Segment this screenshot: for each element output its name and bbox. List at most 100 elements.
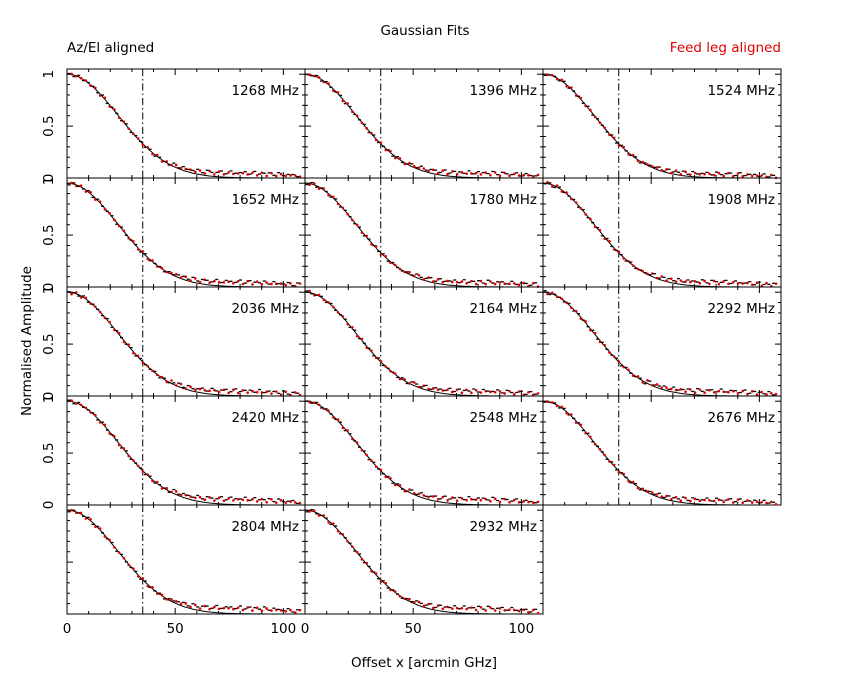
feed-leg-point [531, 608, 535, 612]
feed-leg-point [722, 174, 725, 178]
feed-leg-point [446, 388, 449, 392]
feed-leg-point [498, 281, 502, 284]
feed-leg-point [170, 271, 173, 275]
legend-az-el: Az/El aligned [67, 40, 154, 56]
feed-leg-point [750, 174, 754, 178]
feed-leg-point [717, 498, 721, 501]
feed-leg-point [760, 390, 764, 394]
feed-leg-point [489, 280, 492, 283]
feed-leg-point [179, 493, 183, 497]
feed-leg-point [351, 437, 354, 441]
feed-leg-point [646, 272, 649, 276]
feed-leg-point [122, 120, 126, 124]
feed-leg-point [769, 500, 773, 504]
feed-leg-point [660, 275, 664, 278]
feed-leg-point [265, 607, 269, 610]
feed-leg-point [232, 172, 235, 176]
feed-leg-point [274, 501, 278, 504]
feed-leg-point [436, 388, 440, 392]
feed-leg-point [341, 206, 345, 210]
feed-leg-point [89, 302, 92, 305]
feed-leg-point [117, 551, 121, 554]
feed-leg-point [622, 257, 626, 260]
feed-leg-point [760, 500, 764, 504]
feed-leg-point [70, 72, 73, 76]
feed-leg-point [75, 291, 78, 294]
feed-leg-point [636, 159, 640, 163]
y-axis-label: Normalised Amplitude [19, 266, 35, 416]
feed-leg-point [213, 279, 216, 283]
feed-leg-point [189, 168, 192, 171]
feed-leg-point [522, 500, 526, 503]
feed-leg-point [79, 511, 83, 515]
feed-leg-point [379, 141, 383, 145]
feed-leg-point [246, 173, 249, 176]
feed-leg-point [122, 556, 126, 560]
feed-leg-point [612, 136, 616, 140]
feed-leg-point [465, 172, 468, 176]
feed-leg-point [617, 144, 621, 147]
feed-leg-point [441, 607, 445, 611]
feed-leg-point [132, 351, 135, 355]
feed-leg-point [365, 346, 368, 349]
feed-leg-point [346, 102, 349, 105]
feed-leg-point [746, 281, 749, 285]
feed-leg-point [493, 282, 497, 286]
feed-leg-point [460, 496, 464, 500]
feed-leg-point [622, 365, 626, 369]
feed-leg-point [255, 390, 259, 394]
panel-frequency-label: 1268 MHz [231, 83, 299, 99]
feed-leg-point [603, 126, 606, 129]
feed-leg-point [332, 89, 335, 92]
panel-9: 2292 MHz [542, 286, 782, 397]
panel-10: 2420 MHz 0 0.5 1 [41, 395, 306, 509]
feed-leg-point [374, 245, 378, 248]
feed-leg-point [308, 400, 311, 404]
feed-leg-point [246, 279, 249, 283]
feed-leg-point [151, 259, 154, 262]
feed-leg-point [317, 187, 321, 190]
feed-leg-point [465, 607, 468, 611]
feed-leg-point [84, 190, 88, 193]
feed-leg-point [441, 280, 445, 284]
feed-leg-point [141, 470, 145, 473]
feed-leg-point [332, 195, 335, 199]
feed-leg-point [736, 498, 740, 501]
feed-leg-point [351, 326, 354, 329]
feed-leg-point [222, 499, 226, 503]
feed-leg-point [284, 174, 288, 178]
feed-leg-point [98, 527, 102, 530]
feed-leg-point [603, 343, 606, 347]
feed-leg-point [270, 498, 273, 501]
feed-leg-point [222, 173, 226, 176]
feed-leg-point [198, 169, 202, 172]
feed-leg-point [360, 121, 364, 125]
feed-leg-point [103, 316, 107, 320]
feed-leg-point [536, 392, 540, 395]
feed-leg-point [717, 389, 721, 393]
feed-leg-point [736, 282, 740, 285]
feed-leg-point [403, 489, 407, 493]
feed-leg-point [127, 454, 130, 458]
feed-leg-point [265, 281, 269, 284]
feed-leg-point [127, 127, 130, 130]
feed-leg-point [393, 263, 397, 267]
feed-leg-point [289, 608, 292, 612]
feed-leg-point [522, 281, 526, 285]
feed-leg-point [136, 464, 140, 468]
feed-leg-point [293, 611, 297, 614]
feed-leg-point [703, 498, 706, 502]
feed-leg-point [370, 459, 373, 462]
feed-leg-point [451, 496, 454, 499]
feed-leg-point [160, 266, 164, 270]
feed-leg-point [103, 535, 107, 538]
feed-leg-point [489, 606, 492, 609]
feed-leg-point [194, 603, 197, 607]
feed-leg-point [322, 187, 326, 190]
feed-leg-point [117, 224, 121, 228]
feed-leg-point [436, 171, 440, 175]
feed-leg-point [584, 320, 587, 323]
feed-leg-point [327, 193, 330, 197]
feed-leg-point [589, 435, 592, 439]
feed-leg-point [379, 580, 383, 583]
